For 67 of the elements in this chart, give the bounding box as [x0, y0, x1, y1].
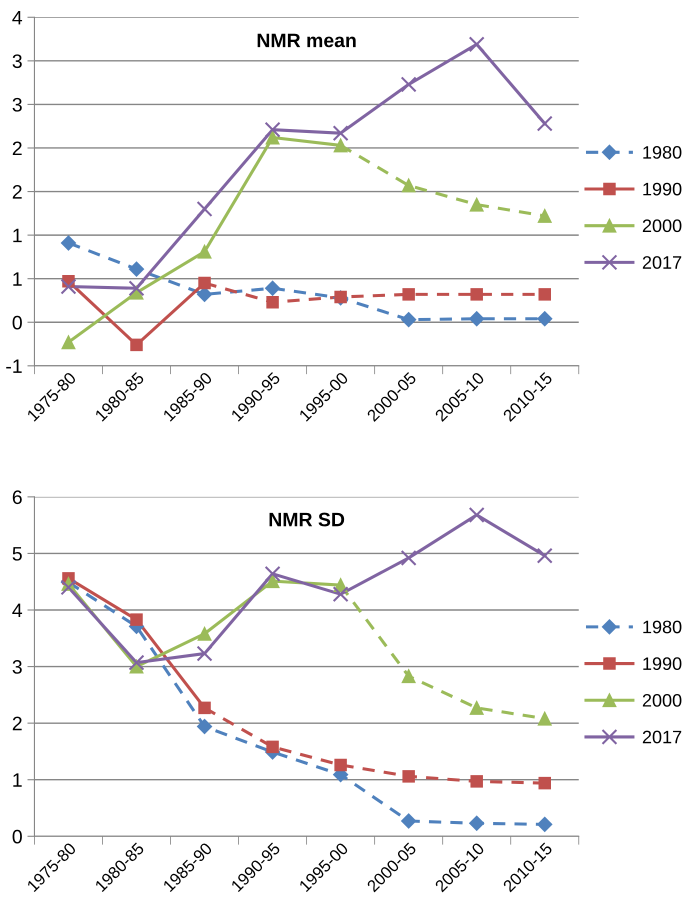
point: [470, 700, 484, 715]
point: [469, 311, 484, 326]
point: [334, 758, 347, 772]
point: [130, 613, 143, 626]
point: [536, 548, 553, 564]
point: [402, 770, 415, 783]
point: [537, 816, 552, 832]
point: [60, 235, 76, 251]
point: [266, 130, 280, 144]
legend-label: 2000: [642, 219, 682, 232]
point: [470, 775, 483, 788]
point: [400, 550, 417, 566]
point: [537, 311, 552, 326]
point: [196, 200, 213, 217]
point: [128, 654, 144, 671]
point: [198, 244, 212, 259]
legend-label: 1980: [643, 620, 682, 634]
legend-label: 2000: [642, 694, 682, 707]
y-tick-label: 1: [13, 272, 22, 286]
legend-label: 2017: [642, 730, 682, 744]
point: [196, 646, 213, 662]
point: [60, 278, 76, 295]
point: [400, 76, 417, 92]
point: [128, 280, 144, 296]
point: [266, 740, 279, 754]
point: [469, 816, 484, 831]
y-tick-label: -1: [6, 359, 22, 373]
point: [130, 338, 143, 352]
point: [62, 335, 76, 350]
text: NMR mean: [258, 34, 356, 48]
point: [264, 566, 281, 582]
point: [332, 125, 349, 142]
y-tick-label: 3: [12, 660, 22, 674]
point: [198, 702, 211, 714]
y-tick-label: 4: [12, 604, 22, 618]
point: [128, 262, 144, 277]
point: [538, 712, 552, 726]
point: [468, 36, 485, 52]
y-tick-label: 1: [13, 228, 22, 242]
y-tick-label: 6: [12, 490, 22, 504]
legend-label: 1980: [643, 146, 682, 159]
y-tick-label: 3: [12, 98, 22, 112]
point: [401, 813, 416, 829]
y-tick-label: 0: [12, 830, 22, 844]
point: [401, 312, 416, 328]
text: NMR SD: [270, 512, 344, 526]
y-tick-label: 2: [12, 141, 22, 156]
y-tick-label: 4: [12, 10, 22, 24]
point: [468, 506, 485, 523]
point: [332, 586, 349, 602]
y-tick-label: 3: [12, 54, 22, 68]
legend-label: 2017: [642, 256, 682, 269]
point: [196, 718, 212, 734]
point: [538, 776, 551, 790]
legend-label: 1990: [643, 657, 682, 670]
point: [264, 122, 281, 138]
point: [536, 116, 553, 132]
y-tick-label: 1: [13, 773, 22, 787]
point: [266, 574, 280, 588]
point: [198, 626, 212, 641]
y-tick-label: 0: [12, 316, 22, 330]
y-tick-label: 5: [12, 547, 22, 561]
legend-label: 1990: [643, 182, 682, 196]
y-tick-label: 2: [12, 716, 22, 730]
y-tick-label: 2: [12, 185, 22, 199]
point: [60, 579, 76, 596]
point: [402, 669, 416, 684]
